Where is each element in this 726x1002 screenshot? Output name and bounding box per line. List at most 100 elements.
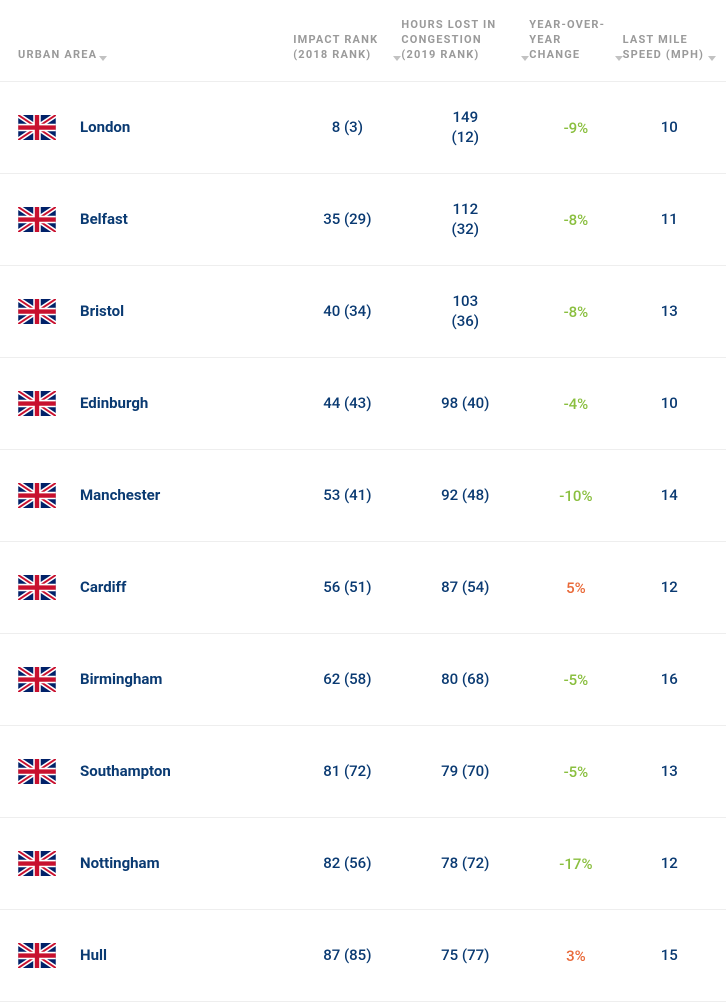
cell-hours-lost: 92 (48): [401, 485, 529, 505]
sort-caret-icon: [393, 56, 401, 61]
table-row[interactable]: Cardiff 56 (51) 87 (54) 5% 12: [0, 542, 726, 634]
impact-value: 40 (34): [323, 302, 371, 320]
cell-hours-lost: 80 (68): [401, 669, 529, 689]
impact-value: 35 (29): [323, 210, 371, 228]
speed-value: 12: [661, 854, 678, 872]
congestion-table: URBAN AREA IMPACT RANK (2018 RANK) HOURS…: [0, 0, 726, 1002]
cell-hours-lost: 103(36): [401, 291, 529, 332]
speed-value: 10: [661, 118, 678, 136]
yoy-value: -5%: [564, 763, 589, 781]
yoy-value: -10%: [559, 487, 592, 505]
table-row[interactable]: Nottingham 82 (56) 78 (72) -17% 12: [0, 818, 726, 910]
cell-yoy-change: -9%: [529, 118, 622, 137]
cell-urban-area: Hull: [18, 943, 293, 968]
uk-flag-icon: [18, 391, 56, 416]
cell-last-mile-speed: 11: [623, 209, 716, 229]
cell-last-mile-speed: 12: [623, 577, 716, 597]
cell-urban-area: Manchester: [18, 483, 293, 508]
table-header-row: URBAN AREA IMPACT RANK (2018 RANK) HOURS…: [0, 0, 726, 82]
table-row[interactable]: Birmingham 62 (58) 80 (68) -5% 16: [0, 634, 726, 726]
cell-urban-area: Southampton: [18, 759, 293, 784]
cell-impact-rank: 81 (72): [293, 761, 401, 781]
city-name: Belfast: [80, 210, 128, 228]
uk-flag-icon: [18, 115, 56, 140]
sort-caret-icon: [615, 56, 623, 61]
hours-value: 112(32): [452, 200, 480, 238]
col-header-urban-area[interactable]: URBAN AREA: [18, 18, 293, 63]
uk-flag-icon: [18, 851, 56, 876]
uk-flag-icon: [18, 575, 56, 600]
uk-flag-icon: [18, 483, 56, 508]
sort-caret-icon: [99, 56, 107, 61]
col-header-impact[interactable]: IMPACT RANK (2018 RANK): [293, 18, 401, 63]
col-header-hours[interactable]: HOURS LOST IN CONGESTION (2019 RANK): [401, 18, 529, 63]
cell-yoy-change: 3%: [529, 946, 622, 965]
cell-urban-area: Bristol: [18, 299, 293, 324]
speed-value: 16: [661, 670, 678, 688]
cell-urban-area: Birmingham: [18, 667, 293, 692]
uk-flag-icon: [18, 759, 56, 784]
cell-impact-rank: 87 (85): [293, 945, 401, 965]
header-label: LAST MILE SPEED (MPH): [623, 33, 706, 63]
hours-value: 92 (48): [441, 486, 489, 504]
city-name: Southampton: [80, 762, 171, 780]
cell-last-mile-speed: 14: [623, 485, 716, 505]
cell-yoy-change: -4%: [529, 394, 622, 413]
speed-value: 12: [661, 578, 678, 596]
speed-value: 15: [661, 946, 678, 964]
cell-urban-area: London: [18, 115, 293, 140]
table-row[interactable]: London 8 (3) 149(12) -9% 10: [0, 82, 726, 174]
header-label: URBAN AREA: [18, 48, 97, 63]
cell-yoy-change: -10%: [529, 486, 622, 505]
table-row[interactable]: Edinburgh 44 (43) 98 (40) -4% 10: [0, 358, 726, 450]
hours-value: 98 (40): [441, 394, 489, 412]
cell-impact-rank: 35 (29): [293, 209, 401, 229]
cell-impact-rank: 8 (3): [293, 117, 401, 137]
yoy-value: -8%: [564, 211, 589, 229]
yoy-value: 3%: [566, 947, 586, 965]
impact-value: 44 (43): [323, 394, 371, 412]
speed-value: 13: [661, 302, 678, 320]
cell-yoy-change: -8%: [529, 210, 622, 229]
table-row[interactable]: Hull 87 (85) 75 (77) 3% 15: [0, 910, 726, 1002]
yoy-value: -9%: [564, 119, 589, 137]
table-row[interactable]: Southampton 81 (72) 79 (70) -5% 13: [0, 726, 726, 818]
table-row[interactable]: Manchester 53 (41) 92 (48) -10% 14: [0, 450, 726, 542]
impact-value: 87 (85): [323, 946, 371, 964]
yoy-value: -4%: [564, 395, 589, 413]
cell-last-mile-speed: 10: [623, 117, 716, 137]
table-row[interactable]: Bristol 40 (34) 103(36) -8% 13: [0, 266, 726, 358]
yoy-value: -17%: [559, 855, 592, 873]
uk-flag-icon: [18, 667, 56, 692]
city-name: Hull: [80, 946, 107, 964]
cell-last-mile-speed: 13: [623, 301, 716, 321]
city-name: Bristol: [80, 302, 124, 320]
impact-value: 81 (72): [323, 762, 371, 780]
table-row[interactable]: Belfast 35 (29) 112(32) -8% 11: [0, 174, 726, 266]
cell-yoy-change: -17%: [529, 854, 622, 873]
header-label: YEAR-OVER-YEAR CHANGE: [529, 18, 612, 63]
cell-yoy-change: -8%: [529, 302, 622, 321]
hours-value: 79 (70): [441, 762, 489, 780]
col-header-speed[interactable]: LAST MILE SPEED (MPH): [623, 18, 716, 63]
cell-impact-rank: 40 (34): [293, 301, 401, 321]
cell-last-mile-speed: 16: [623, 669, 716, 689]
impact-value: 56 (51): [323, 578, 371, 596]
header-label: IMPACT RANK (2018 RANK): [293, 33, 391, 63]
cell-hours-lost: 75 (77): [401, 945, 529, 965]
yoy-value: -8%: [564, 303, 589, 321]
speed-value: 13: [661, 762, 678, 780]
sort-caret-icon: [521, 56, 529, 61]
city-name: London: [80, 118, 130, 136]
cell-impact-rank: 62 (58): [293, 669, 401, 689]
cell-impact-rank: 56 (51): [293, 577, 401, 597]
uk-flag-icon: [18, 207, 56, 232]
speed-value: 10: [661, 394, 678, 412]
impact-value: 62 (58): [323, 670, 371, 688]
sort-caret-icon: [708, 56, 716, 61]
col-header-yoy[interactable]: YEAR-OVER-YEAR CHANGE: [529, 18, 622, 63]
hours-value: 78 (72): [441, 854, 489, 872]
hours-value: 75 (77): [441, 946, 489, 964]
yoy-value: 5%: [566, 579, 586, 597]
cell-urban-area: Edinburgh: [18, 391, 293, 416]
